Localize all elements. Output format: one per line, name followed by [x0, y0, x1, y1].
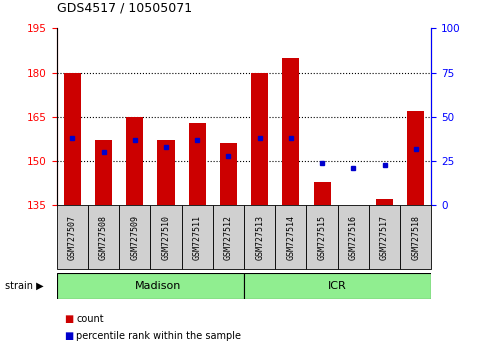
- Bar: [376, 199, 393, 205]
- Text: ■: ■: [64, 314, 73, 324]
- Text: strain ▶: strain ▶: [5, 281, 43, 291]
- Text: GSM727514: GSM727514: [286, 215, 295, 260]
- Text: GSM727513: GSM727513: [255, 215, 264, 260]
- Bar: [251, 73, 268, 205]
- Bar: [407, 111, 424, 205]
- Text: GSM727509: GSM727509: [130, 215, 139, 260]
- FancyBboxPatch shape: [213, 205, 244, 269]
- FancyBboxPatch shape: [244, 273, 431, 299]
- Bar: [126, 117, 143, 205]
- FancyBboxPatch shape: [181, 205, 213, 269]
- Text: GSM727518: GSM727518: [411, 215, 420, 260]
- FancyBboxPatch shape: [369, 205, 400, 269]
- Text: GSM727517: GSM727517: [380, 215, 389, 260]
- FancyBboxPatch shape: [57, 273, 244, 299]
- Text: percentile rank within the sample: percentile rank within the sample: [76, 331, 242, 341]
- Bar: [64, 73, 81, 205]
- Text: GDS4517 / 10505071: GDS4517 / 10505071: [57, 1, 192, 14]
- FancyBboxPatch shape: [57, 205, 88, 269]
- Bar: [314, 182, 331, 205]
- FancyBboxPatch shape: [275, 205, 307, 269]
- FancyBboxPatch shape: [88, 205, 119, 269]
- FancyBboxPatch shape: [150, 205, 181, 269]
- Text: ■: ■: [64, 331, 73, 341]
- FancyBboxPatch shape: [244, 205, 275, 269]
- Text: GSM727512: GSM727512: [224, 215, 233, 260]
- Text: Madison: Madison: [135, 281, 181, 291]
- Bar: [95, 141, 112, 205]
- FancyBboxPatch shape: [119, 205, 150, 269]
- Text: GSM727511: GSM727511: [193, 215, 202, 260]
- Text: GSM727508: GSM727508: [99, 215, 108, 260]
- FancyBboxPatch shape: [307, 205, 338, 269]
- Text: GSM727516: GSM727516: [349, 215, 358, 260]
- FancyBboxPatch shape: [338, 205, 369, 269]
- Bar: [157, 141, 175, 205]
- Bar: [220, 143, 237, 205]
- Text: count: count: [76, 314, 104, 324]
- Text: GSM727507: GSM727507: [68, 215, 77, 260]
- Text: GSM727515: GSM727515: [317, 215, 326, 260]
- Bar: [282, 58, 299, 205]
- FancyBboxPatch shape: [400, 205, 431, 269]
- Bar: [189, 123, 206, 205]
- Text: ICR: ICR: [328, 281, 347, 291]
- Text: GSM727510: GSM727510: [162, 215, 171, 260]
